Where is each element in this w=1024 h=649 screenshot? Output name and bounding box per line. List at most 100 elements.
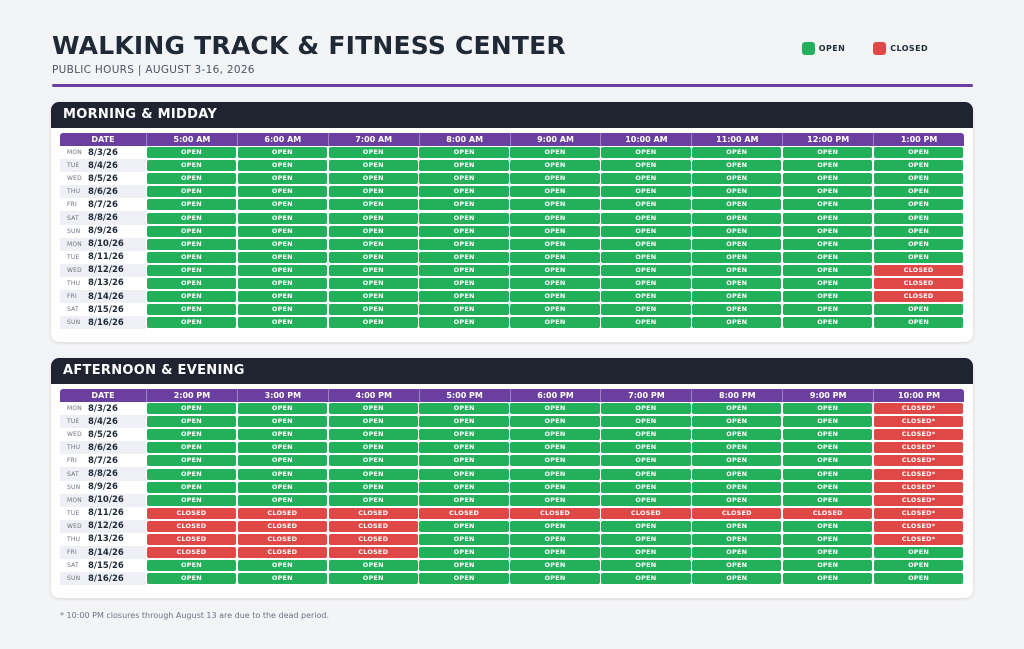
status-badge: CLOSED* xyxy=(873,494,964,506)
schedule-row: THU 8/13/26 OPEN OPEN OPEN OPEN OPEN OPEN OPEN OP… xyxy=(60,277,964,290)
status-badge: OPEN xyxy=(692,238,782,250)
date-cell: MON 8/3/26 xyxy=(60,146,146,159)
status-badge: OPEN xyxy=(601,225,691,237)
status-badge: OPEN xyxy=(692,573,782,585)
status-badge: OPEN xyxy=(237,416,327,428)
status-badge: OPEN xyxy=(783,403,873,415)
status-badge: OPEN xyxy=(510,442,600,454)
page-header: WALKING TRACK & FITNESS CENTER PUBLIC HO… xyxy=(52,30,566,76)
date-label: 8/10/26 xyxy=(88,239,124,250)
status-badge: OPEN xyxy=(783,547,873,559)
date-cell: TUE 8/11/26 xyxy=(60,507,146,520)
date-cell: MON 8/10/26 xyxy=(60,493,146,507)
status-badge: CLOSED* xyxy=(873,455,964,467)
status-badge: OPEN xyxy=(783,225,873,237)
status-badge: OPEN xyxy=(601,291,691,303)
status-badge: OPEN xyxy=(783,199,873,211)
status-badge: OPEN xyxy=(419,199,509,211)
date-cell: MON 8/3/26 xyxy=(60,402,146,415)
status-badge: OPEN xyxy=(510,238,600,250)
status-badge: OPEN xyxy=(237,173,327,185)
status-badge: OPEN xyxy=(328,481,418,493)
status-badge: OPEN xyxy=(692,317,782,329)
status-badge: OPEN xyxy=(237,468,327,480)
schedule-grid: DATE 5:00 AM 6:00 AM 7:00 AM 8:00 AM 9:00 AM… xyxy=(51,128,973,330)
status-badge: OPEN xyxy=(873,317,964,329)
status-badge: OPEN xyxy=(783,251,873,263)
status-badge: CLOSED xyxy=(146,520,237,532)
status-badge: OPEN xyxy=(419,147,509,159)
weekday-label: SAT xyxy=(67,562,79,570)
date-cell: TUE 8/4/26 xyxy=(60,159,146,173)
status-badge: OPEN xyxy=(601,560,691,572)
status-badge: OPEN xyxy=(146,429,237,441)
date-label: 8/3/26 xyxy=(88,147,118,158)
date-cell: FRI 8/7/26 xyxy=(60,198,146,211)
date-label: 8/11/26 xyxy=(88,252,124,263)
schedule-row: THU 8/6/26 OPEN OPEN OPEN OPEN OPEN OPEN OPEN OPE… xyxy=(60,185,964,199)
status-badge: OPEN xyxy=(783,173,873,185)
status-badge: CLOSED* xyxy=(873,442,964,454)
status-badge: CLOSED xyxy=(873,291,964,303)
date-cell: SUN 8/9/26 xyxy=(60,481,146,494)
status-badge: CLOSED xyxy=(328,520,418,532)
status-badge: OPEN xyxy=(419,304,509,316)
status-badge: OPEN xyxy=(328,560,418,572)
status-badge: CLOSED xyxy=(601,507,691,519)
status-badge: OPEN xyxy=(237,560,327,572)
status-badge: OPEN xyxy=(237,304,327,316)
weekday-label: TUE xyxy=(67,418,80,426)
status-badge: CLOSED* xyxy=(873,533,964,545)
status-badge: OPEN xyxy=(601,442,691,454)
weekday-label: SAT xyxy=(67,470,79,478)
status-badge: OPEN xyxy=(692,416,782,428)
status-badge: OPEN xyxy=(146,403,237,415)
weekday-label: THU xyxy=(67,444,81,452)
status-badge: OPEN xyxy=(146,264,237,276)
status-badge: OPEN xyxy=(328,455,418,467)
footnote: * 10:00 PM closures through August 13 ar… xyxy=(60,611,330,620)
status-badge: OPEN xyxy=(873,186,964,198)
weekday-label: WED xyxy=(67,175,82,183)
panel-title: MORNING & MIDDAY xyxy=(51,102,973,128)
status-badge: OPEN xyxy=(601,533,691,545)
date-cell: TUE 8/4/26 xyxy=(60,415,146,429)
status-badge: CLOSED* xyxy=(873,507,964,519)
status-badge: OPEN xyxy=(601,238,691,250)
weekday-label: TUE xyxy=(67,162,80,170)
date-label: 8/4/26 xyxy=(88,416,118,427)
status-badge: OPEN xyxy=(237,277,327,289)
status-badge: OPEN xyxy=(692,520,782,532)
status-badge: OPEN xyxy=(328,173,418,185)
status-badge: CLOSED xyxy=(237,520,327,532)
schedule-row: FRI 8/7/26 OPEN OPEN OPEN OPEN OPEN OPEN OPEN OPE… xyxy=(60,454,964,467)
status-badge: OPEN xyxy=(237,403,327,415)
status-badge: OPEN xyxy=(783,277,873,289)
date-label: 8/11/26 xyxy=(88,508,124,519)
date-cell: FRI 8/14/26 xyxy=(60,546,146,560)
status-badge: OPEN xyxy=(328,264,418,276)
date-label: 8/8/26 xyxy=(88,213,118,224)
schedule-row: SUN 8/16/26 OPEN OPEN OPEN OPEN OPEN OPEN OPEN OP… xyxy=(60,316,964,330)
weekday-label: SUN xyxy=(67,483,81,491)
status-badge: OPEN xyxy=(328,251,418,263)
status-badge: OPEN xyxy=(419,225,509,237)
status-badge: OPEN xyxy=(510,147,600,159)
status-badge: OPEN xyxy=(692,468,782,480)
status-badge: OPEN xyxy=(146,416,237,428)
date-cell: THU 8/13/26 xyxy=(60,533,146,546)
status-badge: CLOSED xyxy=(328,533,418,545)
weekday-label: MON xyxy=(67,496,82,504)
schedule-row: TUE 8/4/26 OPEN OPEN OPEN OPEN OPEN OPEN OPEN OPE… xyxy=(60,159,964,173)
status-badge: OPEN xyxy=(601,573,691,585)
status-badge: OPEN xyxy=(601,147,691,159)
status-badge: OPEN xyxy=(328,429,418,441)
status-badge: OPEN xyxy=(601,481,691,493)
status-badge: OPEN xyxy=(146,160,237,172)
date-label: 8/13/26 xyxy=(88,278,124,289)
date-cell: THU 8/6/26 xyxy=(60,185,146,199)
date-label: 8/16/26 xyxy=(88,317,124,328)
date-cell: SAT 8/15/26 xyxy=(60,559,146,572)
time-column-header: 8:00 AM xyxy=(418,133,510,146)
status-badge: OPEN xyxy=(692,264,782,276)
